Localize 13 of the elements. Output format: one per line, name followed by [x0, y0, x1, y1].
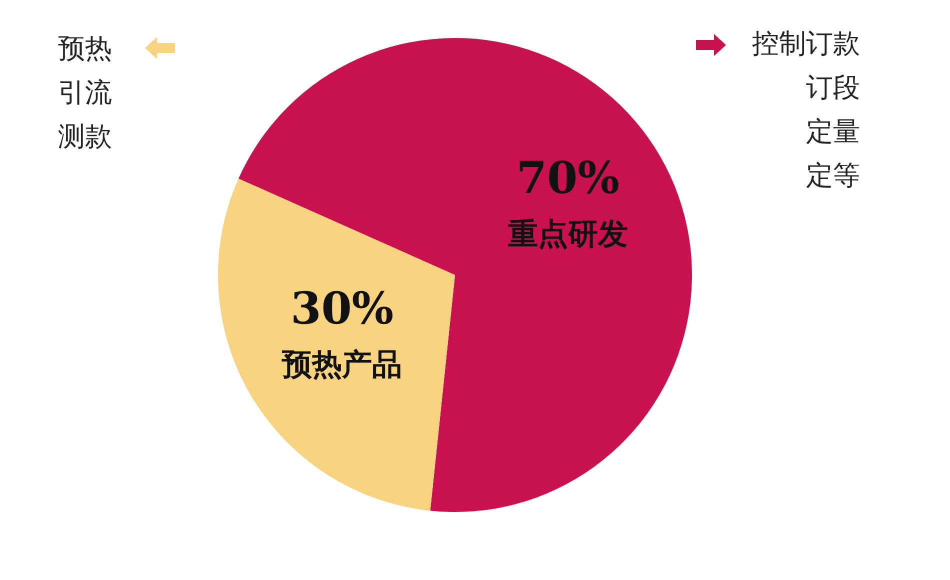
- text: 定等: [806, 160, 860, 192]
- pie-slice: [238, 38, 692, 512]
- text: 测款: [58, 121, 112, 152]
- text: 预热: [58, 33, 112, 64]
- text: 引流: [58, 77, 112, 108]
- slice-label: 重点研发: [508, 217, 628, 252]
- data-label: 70%: [516, 153, 620, 204]
- text: 控制订款: [752, 28, 860, 60]
- text: 订段: [806, 72, 860, 104]
- pie-slice: [218, 178, 455, 511]
- data-label: 30%: [290, 284, 394, 335]
- slice-label: 预热产品: [281, 347, 402, 382]
- text: 定量: [806, 116, 860, 148]
